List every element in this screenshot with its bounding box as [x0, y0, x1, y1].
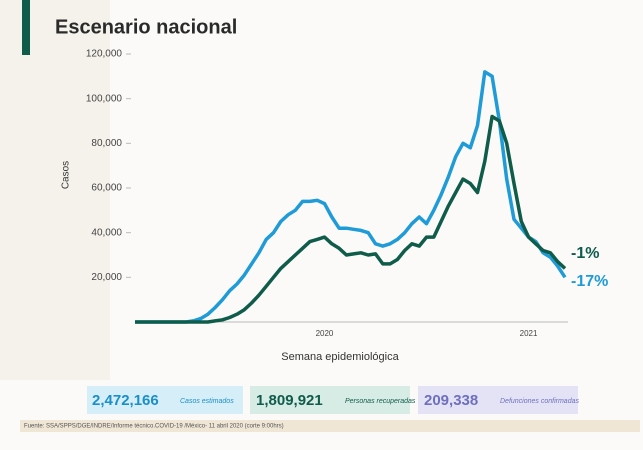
series-line — [135, 114, 567, 324]
footer-bar — [20, 420, 640, 432]
annotation: -1% — [571, 245, 599, 262]
x-tick-label: 2021 — [520, 329, 538, 338]
x-tick-label: 2020 — [316, 329, 334, 338]
y-tick-label: 120,000 — [86, 49, 123, 60]
slide-title: Escenario nacional — [55, 16, 237, 38]
summary-number: 1,809,921 — [256, 392, 323, 409]
summary-label: Defunciones confirmadas — [500, 398, 579, 405]
summary-number: 209,338 — [424, 392, 478, 409]
y-tick-label: 60,000 — [91, 183, 122, 194]
summary-label: Casos estimados — [180, 398, 234, 405]
series-line — [135, 70, 567, 324]
y-tick-label: 100,000 — [86, 93, 123, 104]
summary-number: 2,472,166 — [92, 392, 159, 409]
y-tick-label: 80,000 — [91, 138, 122, 149]
x-axis-title: Semana epidemiológica — [281, 351, 399, 363]
side-pattern — [0, 0, 110, 380]
y-tick-label: 40,000 — [91, 227, 122, 238]
y-tick-label: 20,000 — [91, 272, 122, 283]
annotation: -17% — [571, 273, 608, 290]
summary-box — [418, 386, 578, 414]
summary-box — [250, 386, 410, 414]
accent-bar — [22, 0, 30, 55]
y-axis-title: Casos — [61, 161, 72, 189]
footer: Fuente: SSA/SPPS/DGE/INDRE/Informe técni… — [24, 424, 284, 430]
summary-box — [87, 386, 243, 414]
summary-label: Personas recuperadas — [345, 398, 416, 405]
